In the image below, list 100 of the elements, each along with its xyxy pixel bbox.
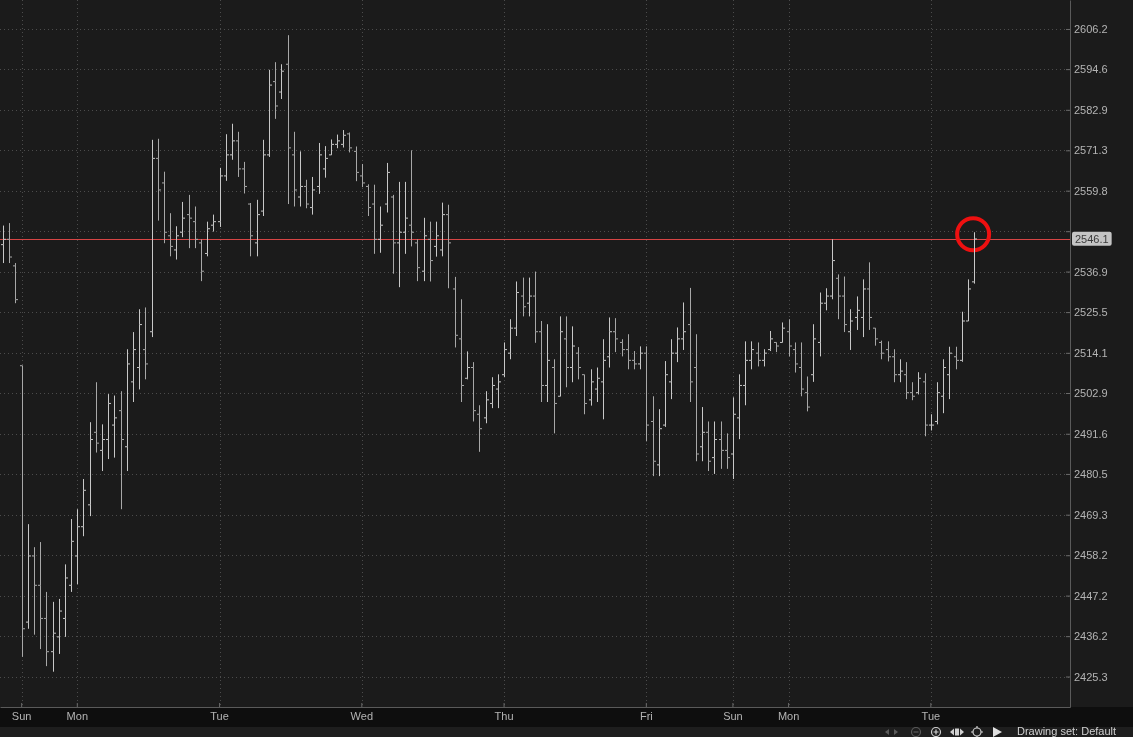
candlestick xyxy=(6,222,13,264)
candlestick xyxy=(309,176,316,216)
y-tick-label: 2571.3 xyxy=(1074,144,1108,157)
candlestick xyxy=(297,150,304,208)
x-tick-label: Mon xyxy=(777,709,800,722)
candlestick xyxy=(136,308,143,390)
candlestick xyxy=(656,408,663,477)
candlestick xyxy=(953,346,960,370)
y-tick-label: 2480.5 xyxy=(1074,467,1108,480)
candlestick xyxy=(730,396,737,480)
y-tick-label: 2582.9 xyxy=(1074,103,1108,116)
candlestick xyxy=(371,184,378,255)
candlestick xyxy=(56,598,63,655)
y-tick-label: 2559.8 xyxy=(1074,184,1108,197)
candlestick xyxy=(804,375,811,412)
y-tick-label: 2514.1 xyxy=(1074,346,1108,359)
candlestick xyxy=(662,360,669,428)
candlestick xyxy=(711,420,718,475)
y-tick-label: 2525.5 xyxy=(1074,306,1108,319)
candlestick xyxy=(173,225,180,260)
candlestick xyxy=(544,323,551,403)
candlestick xyxy=(179,201,186,238)
x-tick-label: Sun xyxy=(11,709,32,722)
candlestick xyxy=(254,199,261,257)
candlestick xyxy=(427,221,434,282)
candlestick xyxy=(285,34,292,205)
text: Drawing set: Default xyxy=(1017,725,1117,737)
candlestick xyxy=(186,194,193,249)
candlestick xyxy=(272,61,279,120)
candlestick xyxy=(445,204,452,289)
candlestick xyxy=(476,404,483,453)
candlestick xyxy=(501,341,508,378)
candlestick xyxy=(421,217,428,282)
candlestick xyxy=(489,376,496,409)
candlestick xyxy=(866,261,873,331)
candlestick xyxy=(569,325,576,383)
candlestick xyxy=(779,321,786,343)
candlestick xyxy=(650,395,657,477)
candlestick xyxy=(62,563,69,638)
candlestick xyxy=(377,206,384,254)
candlestick xyxy=(458,298,465,403)
candlestick xyxy=(755,341,762,367)
candlestick xyxy=(526,277,533,317)
candlestick xyxy=(210,214,217,233)
candlestick xyxy=(87,421,94,517)
candlestick xyxy=(353,145,360,182)
y-tick-label: 2436.2 xyxy=(1074,630,1108,643)
y-tick-label: 2606.2 xyxy=(1074,22,1108,35)
candlestick xyxy=(922,372,929,437)
candlestick xyxy=(847,308,854,351)
candlestick xyxy=(575,346,582,380)
candlestick xyxy=(464,350,471,379)
candlestick xyxy=(111,395,118,459)
candlestick xyxy=(130,331,137,403)
candlestick xyxy=(50,601,57,673)
x-tick-label: Mon xyxy=(66,709,89,722)
y-tick-label: 2447.2 xyxy=(1074,589,1108,602)
candlestick xyxy=(693,333,700,462)
candlestick xyxy=(705,420,712,472)
candlestick xyxy=(600,338,607,420)
candlestick xyxy=(551,358,558,434)
candlestick xyxy=(322,145,329,179)
candlestick xyxy=(25,523,32,630)
candlestick xyxy=(414,238,421,282)
candlestick xyxy=(365,183,372,217)
y-tick-label: 2536.9 xyxy=(1074,265,1108,278)
candlestick xyxy=(278,63,285,100)
candlestick xyxy=(637,345,644,370)
y-tick-label: 2469.3 xyxy=(1074,508,1108,521)
x-tick-label: Tue xyxy=(210,709,229,722)
candlestick xyxy=(786,318,793,357)
candlestick xyxy=(142,306,149,380)
candlestick xyxy=(470,361,477,422)
candlestick xyxy=(940,358,947,414)
y-tick-label: 2594.6 xyxy=(1074,63,1108,76)
candlestick xyxy=(452,276,459,348)
candlestick xyxy=(161,171,168,244)
candlestick xyxy=(557,315,564,397)
candlestick xyxy=(588,368,595,407)
x-tick-label: Wed xyxy=(350,709,374,722)
candlestick xyxy=(167,212,174,257)
candlestick xyxy=(439,202,446,257)
candlestick xyxy=(155,138,162,222)
candlestick xyxy=(0,225,7,264)
candlestick xyxy=(68,518,75,593)
x-tick-label: Tue xyxy=(921,709,941,722)
y-tick-label: 2491.6 xyxy=(1074,427,1108,440)
candlestick xyxy=(897,358,904,383)
candlestick xyxy=(563,315,570,388)
y-tick-label: 2425.3 xyxy=(1074,670,1108,683)
y-tick-label: 2458.2 xyxy=(1074,549,1108,562)
candlestick xyxy=(792,341,799,374)
candlestick xyxy=(340,129,347,149)
y-tick-label: 2502.9 xyxy=(1074,387,1108,400)
candlestick xyxy=(699,406,706,462)
candlestick xyxy=(124,348,131,472)
candlestick xyxy=(520,277,527,317)
candlestick xyxy=(946,346,953,400)
candlestick xyxy=(192,206,199,249)
x-tick-label: Fri xyxy=(639,709,653,722)
